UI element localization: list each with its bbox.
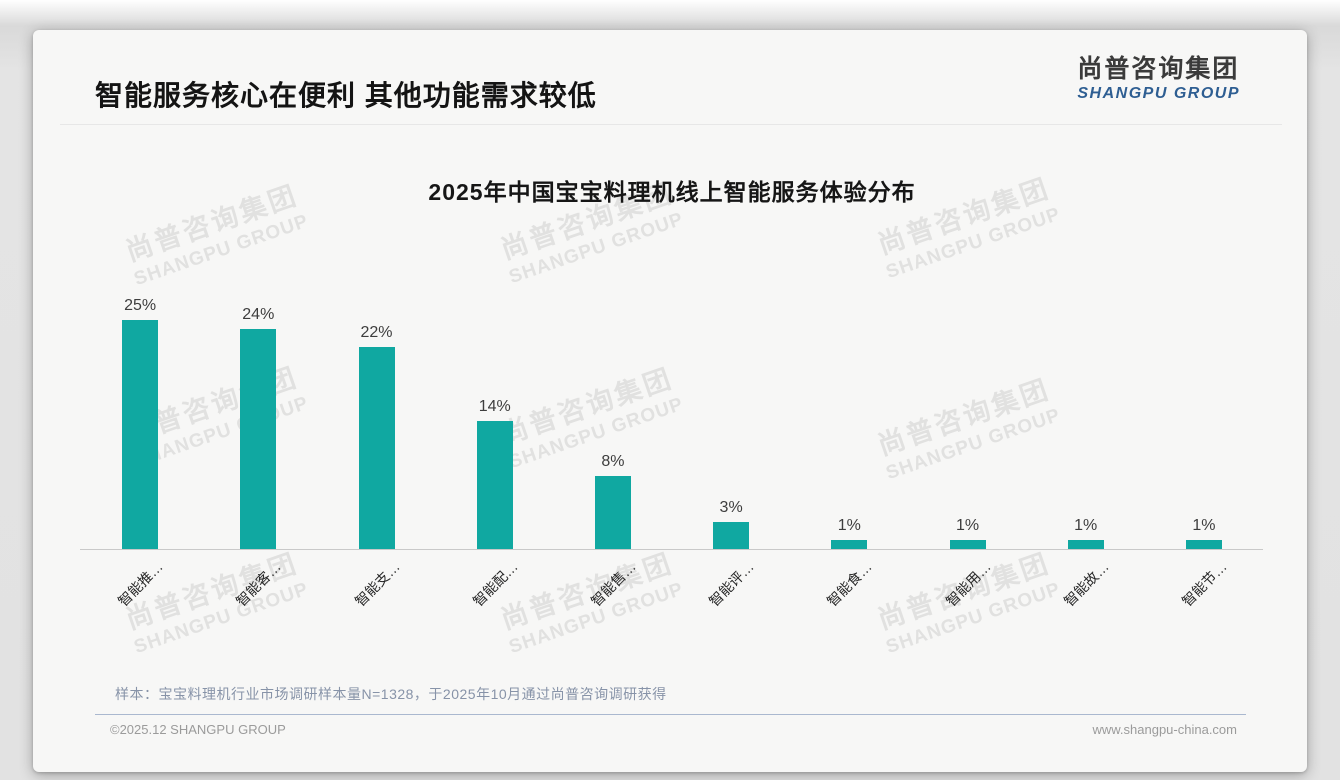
category-axis-labels: 智能推… 智能客… 智能支… 智能配… 智能售… 智能评… 智能食… 智能用… 智能故… 智能节…	[81, 557, 1263, 667]
bar	[240, 329, 277, 549]
bar-slot: 3%	[672, 30, 790, 549]
bar-slot: 24%	[199, 30, 317, 549]
bar	[476, 421, 513, 549]
bar-value-label: 1%	[1192, 517, 1216, 534]
category-label: 智能节…	[1178, 558, 1230, 610]
copyright-text: ©2025.12 SHANGPU GROUP	[110, 722, 286, 737]
bar-slot: 1%	[790, 30, 908, 549]
category-label: 智能配…	[469, 558, 521, 610]
bar-slot: 14%	[436, 30, 554, 549]
bar-chart: 25% 24% 22% 14% 8% 3% 1% 1% 1% 1%	[81, 30, 1263, 549]
bar-slot: 8%	[554, 30, 672, 549]
bar	[122, 320, 159, 549]
bar-value-label: 24%	[242, 306, 275, 323]
category-label: 智能用…	[942, 558, 994, 610]
title-divider	[60, 124, 1282, 125]
bar	[949, 540, 986, 549]
category-label: 智能食…	[824, 558, 876, 610]
bar	[1185, 540, 1222, 549]
category-label: 智能推…	[114, 558, 166, 610]
bar-value-label: 1%	[1074, 517, 1098, 534]
bar-value-label: 1%	[955, 517, 980, 534]
bar-slot: 25%	[81, 30, 199, 549]
category-label: 智能支…	[351, 558, 403, 610]
bar-slot: 1%	[1145, 30, 1263, 549]
bar-value-label: 8%	[601, 453, 625, 470]
bar-slot: 1%	[908, 30, 1026, 549]
category-label: 智能客…	[233, 558, 285, 610]
bar-slot: 1%	[1027, 30, 1145, 549]
bar-value-label: 3%	[719, 499, 743, 516]
logo-chinese-text: 尚普咨询集团	[1077, 55, 1240, 83]
bar-value-label: 22%	[360, 324, 393, 341]
category-label: 智能故…	[1060, 558, 1112, 610]
bar-value-label: 1%	[837, 517, 861, 534]
chart-title: 2025年中国宝宝料理机线上智能服务体验分布	[428, 179, 916, 205]
logo-english-text: SHANGPU GROUP	[1077, 84, 1240, 102]
company-logo: 尚普咨询集团 SHANGPU GROUP	[1077, 55, 1240, 103]
x-axis-line	[80, 549, 1263, 550]
sample-footnote: 样本：宝宝料理机行业市场调研样本量N=1328，于2025年10月通过尚普咨询调…	[115, 686, 667, 702]
bar	[1067, 540, 1104, 549]
bars-container: 25% 24% 22% 14% 8% 3% 1% 1% 1% 1%	[81, 30, 1263, 549]
footer-divider	[95, 714, 1246, 715]
bar	[594, 476, 631, 549]
bar	[358, 347, 395, 549]
bar-value-label: 25%	[124, 297, 157, 314]
category-label: 智能评…	[705, 558, 757, 610]
bar-value-label: 14%	[478, 398, 511, 415]
bar-slot: 22%	[317, 30, 435, 549]
category-label: 智能售…	[587, 558, 639, 610]
website-url: www.shangpu-china.com	[1092, 722, 1237, 737]
bar	[831, 540, 868, 549]
page-title: 智能服务核心在便利 其他功能需求较低	[95, 80, 597, 111]
bar	[713, 522, 750, 549]
slide-card: 尚普咨询集团 SHANGPU GROUP 尚普咨询集团 SHANGPU GROUP 尚普…	[33, 30, 1307, 772]
